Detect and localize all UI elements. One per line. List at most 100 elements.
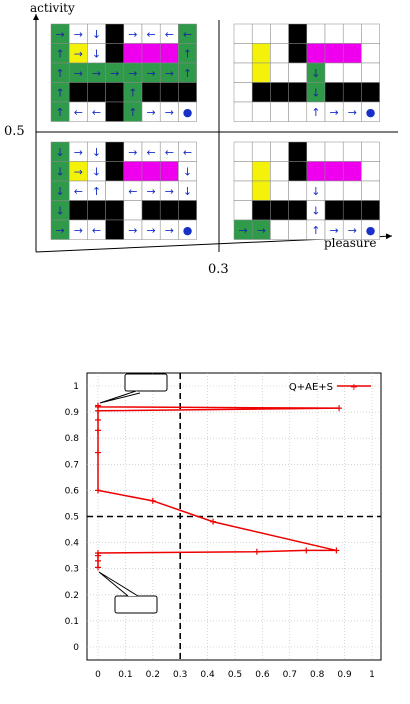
cell-arrow: ↑ [128, 106, 137, 119]
callout-pointer-bottom [98, 571, 139, 597]
cell-arrow: ← [165, 146, 174, 159]
cell-arrow: → [348, 106, 357, 119]
data-point [333, 547, 340, 554]
data-point [149, 497, 156, 504]
cell-arrow: → [146, 224, 155, 237]
cell-arrow: → [74, 67, 83, 80]
cell-arrow: → [165, 185, 174, 198]
cell-arrow: ↑ [311, 106, 320, 119]
cell-arrow: → [128, 28, 137, 41]
cell-arrow: ↓ [55, 185, 64, 198]
grid-bottom-left: ↓ → ↓ → ← ← ← ↓ → ↓ ↓ ↓ ← ↑ ← → → ↓ ↓ → → ← → → → ● [50, 141, 197, 240]
callout-box-bottom [114, 595, 158, 614]
cell-arrow: → [74, 47, 83, 60]
cell-arrow: ← [146, 146, 155, 159]
cell-arrow: ↓ [183, 185, 192, 198]
cell-arrow: ↑ [55, 47, 64, 60]
callout-pointer-top [99, 390, 141, 404]
x-axis-label: pleasure [324, 236, 377, 250]
legend-label: Q+AE+S [289, 382, 333, 393]
x-tick-label: 0.6 [255, 670, 270, 680]
cell-arrow: ↓ [55, 165, 64, 178]
y-axis-label: activity [30, 1, 75, 15]
cell-arrow: ● [366, 224, 376, 237]
y-tick-label: 0 [73, 643, 79, 653]
cell-arrow: → [55, 28, 64, 41]
cell-arrow: ← [74, 106, 83, 119]
cell-arrow: → [348, 224, 357, 237]
cell-arrow: ● [183, 224, 193, 237]
cell-arrow: → [128, 224, 137, 237]
cell-arrow: ↓ [311, 67, 320, 80]
cell-arrow: → [74, 224, 83, 237]
data-point [95, 416, 101, 423]
cell-arrow: ↓ [55, 204, 64, 217]
y-tick-label: 0.6 [65, 486, 80, 496]
x-tick-label: 0.5 [228, 670, 242, 680]
cell-arrow: ← [146, 28, 155, 41]
data-point [210, 518, 217, 525]
cell-arrow: → [165, 106, 174, 119]
cell-arrow: → [110, 67, 119, 80]
cell-arrow: ↑ [128, 86, 137, 99]
data-point [95, 564, 101, 571]
y-tick-label: 1 [73, 382, 79, 392]
cell-arrow: ← [128, 185, 137, 198]
x-tick-label: 0 [95, 670, 101, 680]
cell-arrow: ● [183, 106, 193, 119]
cell-arrow: → [165, 224, 174, 237]
cell-arrow: → [146, 106, 155, 119]
cell-arrow: ● [366, 106, 376, 119]
data-point [95, 550, 101, 557]
cell-arrow: ↓ [92, 47, 101, 60]
grid-cell [178, 101, 197, 122]
grid-top-left: → → ↓ → ← ← ← ↑ → ↓ ↑ ↑ → → → → → → ↑ ↑ ↑ ↑ ← ← ↑ → → ● [50, 23, 197, 122]
y-tick-label: 0.8 [65, 434, 80, 444]
cell-arrow: → [329, 224, 338, 237]
data-point [95, 402, 101, 409]
cell-arrow: → [257, 224, 266, 237]
cell-arrow: ↓ [55, 146, 64, 159]
cell-arrow: → [329, 106, 338, 119]
data-point [336, 405, 343, 412]
x-tick-label: 0.2 [146, 670, 160, 680]
cell-arrow: → [128, 146, 137, 159]
cell-arrow: → [74, 28, 83, 41]
cell-arrow: → [146, 185, 155, 198]
data-point [95, 487, 101, 494]
cell-arrow: ← [74, 185, 83, 198]
x-tick-label: 1 [369, 670, 375, 680]
quadrant-diagram: → → ↓ → ← ← ← ↑ → ↓ ↑ ↑ → → → → → → ↑ ↑ ↑ ↑ ← ← ↑ → → ● ↓ ↓ ↑ → → ● ↓ → ↓ → ← ←… [33, 14, 398, 253]
grid-bottom-right: ↓ ↓ → → ↑ → → ● [233, 141, 380, 240]
cell-arrow: ↓ [311, 86, 320, 99]
cell-arrow: ← [92, 224, 101, 237]
cell-arrow: ↑ [183, 67, 192, 80]
x-tick-label: 0.9 [337, 670, 352, 680]
y-tick-label: 0.3 [65, 565, 79, 575]
cell-arrow: ↑ [55, 106, 64, 119]
x-tick-label: 0.4 [200, 670, 215, 680]
legend-marker: + [350, 382, 358, 393]
y-tick-label: 0.2 [65, 591, 79, 601]
cell-arrow: → [128, 67, 137, 80]
cell-arrow: → [74, 146, 83, 159]
cell-arrow: ↓ [183, 165, 192, 178]
data-point [303, 547, 310, 554]
cell-arrow: ↓ [311, 185, 320, 198]
grid-cell [361, 101, 380, 122]
data-point [253, 548, 260, 555]
y-tick-label: 0.9 [65, 408, 80, 418]
y-tick-label: 0.4 [65, 539, 80, 549]
cell-arrow: → [55, 224, 64, 237]
data-point [95, 557, 101, 564]
cell-arrow: → [74, 165, 83, 178]
callout-box-top [124, 373, 168, 392]
grid-cell [178, 219, 197, 240]
cell-arrow: ↑ [55, 86, 64, 99]
cell-arrow: ← [183, 28, 192, 41]
x-tick-label: 0.1 [118, 670, 132, 680]
cell-arrow: ↑ [183, 47, 192, 60]
data-point [95, 449, 101, 456]
x-tick-label: 0.3 [173, 670, 187, 680]
